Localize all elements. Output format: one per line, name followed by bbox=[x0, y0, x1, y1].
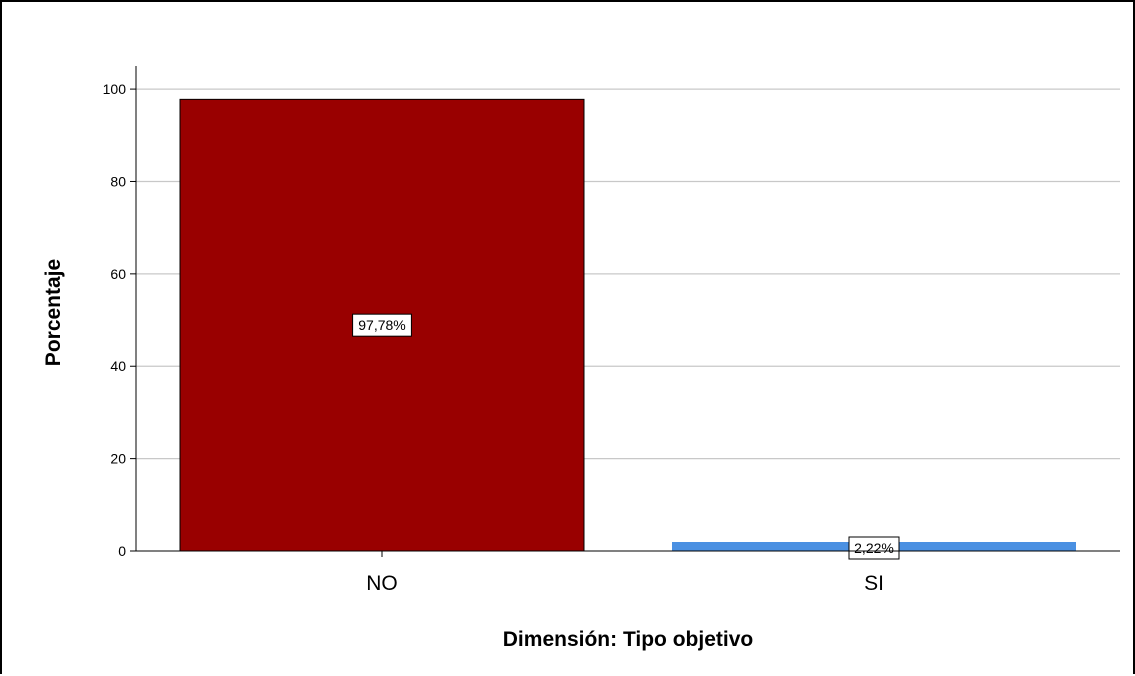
data-label-box bbox=[848, 536, 900, 560]
bars bbox=[179, 98, 1076, 552]
y-tick-label: 80 bbox=[110, 173, 126, 189]
x-axis-categories: NO SI bbox=[366, 551, 884, 595]
y-axis-ticks: 0 20 40 60 80 100 bbox=[103, 81, 136, 559]
y-tick-label: 20 bbox=[110, 451, 126, 467]
data-label-no: 97,78% bbox=[352, 313, 412, 337]
data-label-box bbox=[352, 313, 412, 337]
data-label-si: 2,22% bbox=[848, 536, 900, 560]
x-category-label-si: SI bbox=[864, 572, 884, 595]
x-category-label-no: NO bbox=[366, 572, 398, 595]
y-tick-label: 60 bbox=[110, 266, 126, 282]
y-tick-label: 100 bbox=[103, 81, 127, 97]
data-label-text: 2,22% bbox=[854, 540, 894, 556]
y-axis-title: Porcentaje bbox=[42, 259, 65, 366]
data-label-text: 97,78% bbox=[358, 317, 405, 333]
y-tick-label: 0 bbox=[118, 543, 126, 559]
y-tick-label: 40 bbox=[110, 358, 126, 374]
x-axis-title: Dimensión: Tipo objetivo bbox=[503, 628, 753, 651]
data-labels: 97,78% 2,22% bbox=[352, 313, 900, 560]
